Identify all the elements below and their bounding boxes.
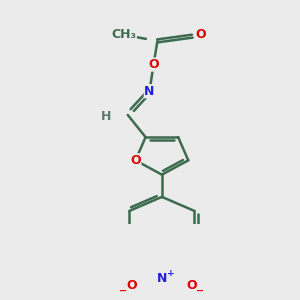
Text: −: − xyxy=(119,286,127,296)
Text: O: O xyxy=(148,58,159,71)
Text: N: N xyxy=(157,272,167,285)
Text: O: O xyxy=(196,28,206,41)
Text: −: − xyxy=(196,286,205,296)
Text: CH₃: CH₃ xyxy=(111,28,136,41)
Text: O: O xyxy=(127,279,137,292)
Text: N: N xyxy=(144,85,155,98)
Text: O: O xyxy=(130,154,141,167)
Text: H: H xyxy=(101,110,111,123)
Text: +: + xyxy=(167,269,175,278)
Text: O: O xyxy=(186,279,197,292)
